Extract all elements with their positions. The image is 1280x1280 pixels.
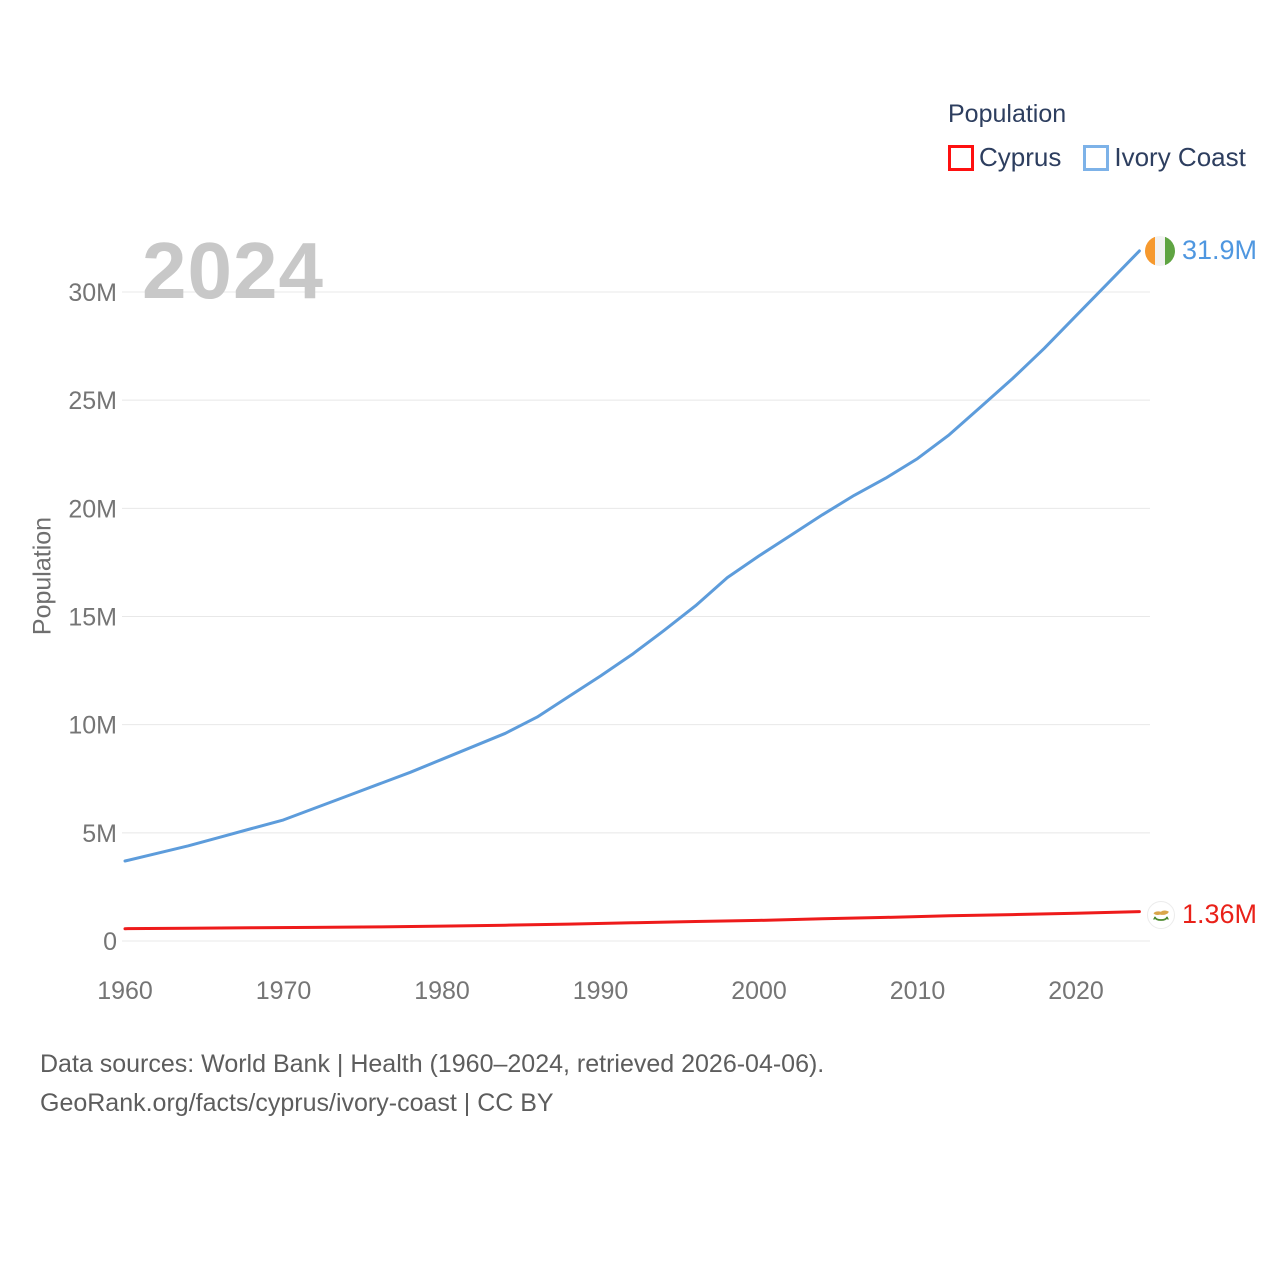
footer-data-sources: Data sources: World Bank | Health (1960–…: [40, 1050, 825, 1078]
y-tick-label: 30M: [68, 279, 117, 307]
line-cyprus: [123, 910, 1141, 931]
cyprus-swatch-icon: [948, 144, 974, 171]
legend-label-cyprus: Cyprus: [979, 142, 1062, 172]
x-tick-label: 2020: [1048, 977, 1104, 1005]
x-tick-label: 1960: [97, 977, 153, 1005]
x-tick-label: 1970: [256, 977, 312, 1005]
footer: Data sources: World Bank | Health (1960–…: [40, 1045, 824, 1123]
line-ivory-coast: [123, 249, 1141, 863]
y-tick-label: 15M: [68, 604, 117, 632]
y-tick-label: 10M: [68, 712, 117, 740]
y-axis-title: Population: [28, 516, 57, 636]
x-tick-label: 2000: [731, 977, 787, 1005]
y-tick-label: 25M: [68, 387, 117, 415]
legend: Population Cyprus Ivory Coast: [948, 100, 1246, 173]
cyprus-flag-icon: [1147, 900, 1175, 929]
legend-title: Population: [948, 100, 1067, 128]
legend-label-ivory-coast: Ivory Coast: [1114, 142, 1246, 172]
y-tick-label: 20M: [68, 495, 117, 523]
legend-items: Cyprus Ivory Coast: [948, 142, 1246, 173]
legend-item-cyprus[interactable]: Cyprus: [948, 142, 1061, 173]
y-tick-label: 0: [103, 928, 117, 956]
ivory-coast-end-value: 31.9M: [1182, 235, 1258, 265]
chart-svg: 0 5M 10M 15M 20M 25M 30M 1960 1970 1980 1990 2000 20…: [68, 249, 1150, 1005]
x-tick-label: 1980: [414, 977, 470, 1005]
cyprus-end-value: 1.36M: [1182, 899, 1258, 929]
ivory-coast-swatch-icon: [1083, 144, 1110, 171]
cyprus-end-label: 1.36M: [1147, 899, 1257, 930]
watermark-year: 2024: [142, 226, 324, 315]
x-tick-label: 1990: [573, 977, 629, 1005]
ivory-coast-end-label: 31.9M: [1145, 235, 1257, 266]
footer-attribution: GeoRank.org/facts/cyprus/ivory-coast | C…: [40, 1089, 554, 1117]
y-tick-label: 5M: [82, 820, 117, 848]
ivory-coast-flag-icon: [1145, 235, 1175, 266]
x-tick-label: 2010: [890, 977, 946, 1005]
legend-item-ivory-coast[interactable]: Ivory Coast: [1083, 142, 1246, 173]
